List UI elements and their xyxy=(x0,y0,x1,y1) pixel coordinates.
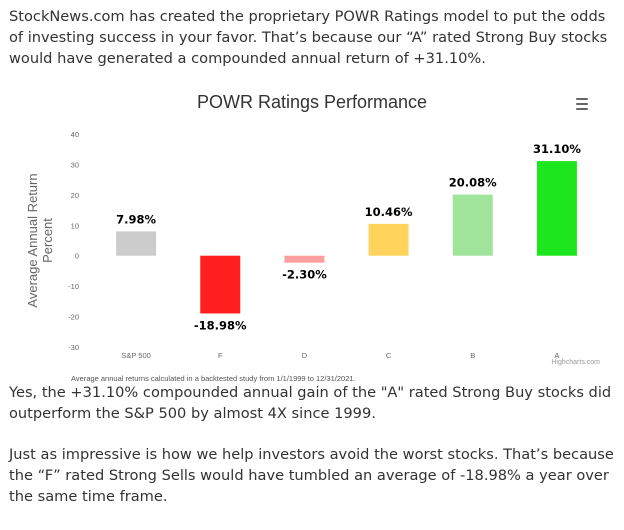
chart-title: POWR Ratings Performance xyxy=(196,92,428,112)
data-label: -18.98% xyxy=(194,318,247,332)
bar-c xyxy=(368,223,409,256)
strong-sells-paragraph: Just as impressive is how we help invest… xyxy=(9,446,614,505)
data-label: 10.46% xyxy=(365,205,413,219)
outperform-paragraph: Yes, the +31.10% compounded annual gain … xyxy=(9,384,612,422)
chart-container: POWR Ratings Performance -30 -20 -10 0 10 20 3… xyxy=(9,84,606,383)
y-tick-label: -20 xyxy=(68,313,79,322)
chart-credits[interactable]: Highcharts.com xyxy=(551,359,600,366)
data-label: 20.08% xyxy=(449,176,497,190)
bar-chart: -30 -20 -10 0 10 20 30 40 Average Annual ReturnP… xyxy=(25,130,581,360)
x-tick-label: S&P 500 xyxy=(121,351,150,360)
hamburger-menu-icon[interactable] xyxy=(576,98,588,110)
x-tick-label: D xyxy=(302,351,308,360)
y-tick-label: 30 xyxy=(71,160,79,169)
y-tick-label: 0 xyxy=(75,252,79,261)
bar-f xyxy=(200,255,241,314)
data-label: 31.10% xyxy=(533,142,581,156)
x-tick-label: F xyxy=(218,351,223,360)
bar-s-p-500 xyxy=(116,231,157,256)
x-tick-label: C xyxy=(386,351,392,360)
y-tick-label: 10 xyxy=(71,221,79,230)
chart-footnote: Average annual returns calculated in a b… xyxy=(71,374,356,383)
y-axis-title: Average Annual ReturnPercent xyxy=(25,173,55,307)
y-tick-label: -10 xyxy=(68,282,79,291)
x-tick-label: B xyxy=(470,351,475,360)
data-label: -2.30% xyxy=(282,268,327,282)
x-tick-label: A xyxy=(554,351,559,360)
bar-b xyxy=(452,194,493,256)
data-label: 7.98% xyxy=(116,212,156,226)
bar-d xyxy=(284,255,325,263)
y-tick-label: 20 xyxy=(71,191,79,200)
y-tick-label: 40 xyxy=(71,130,79,139)
intro-paragraph: StockNews.com has created the proprietar… xyxy=(9,8,608,67)
bar-a xyxy=(536,161,577,256)
y-tick-label: -30 xyxy=(68,343,79,352)
